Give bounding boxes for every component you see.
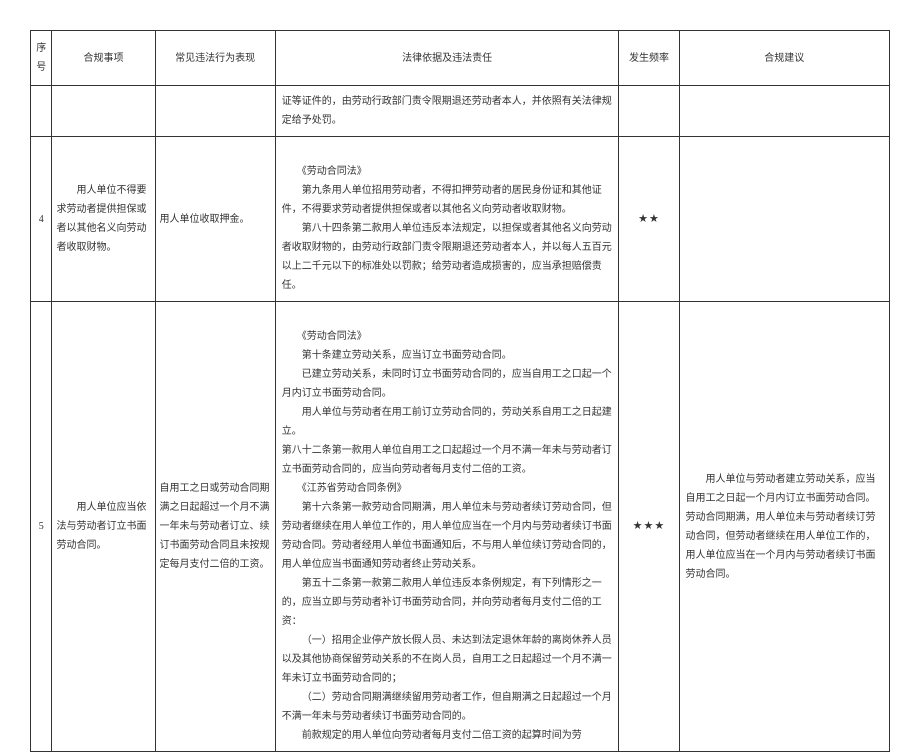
- header-violation: 常见违法行为表现: [155, 31, 275, 86]
- cell-advice: [679, 137, 889, 302]
- header-freq: 发生频率: [619, 31, 679, 86]
- cell-freq: [619, 86, 679, 137]
- legal-para: 第五十二条第一款第二款用人单位违反本条例规定，有下列情形之一的，应当立即与劳动者…: [282, 574, 613, 631]
- legal-para: 第九条用人单位招用劳动者，不得扣押劳动者的居民身份证和其他证件，不得要求劳动者提…: [282, 181, 613, 219]
- legal-para: 第八十四条第二款用人单位违反本法规定，以担保或者其他名义向劳动者收取财物的，由劳…: [282, 219, 613, 295]
- compliance-table: 序号 合规事项 常见违法行为表现 法律依据及违法责任 发生频率 合规建议 证等证…: [30, 30, 890, 752]
- cell-matter: [52, 86, 155, 137]
- legal-para: 用人单位与劳动者在用工前订立劳动合同的，劳动关系自用工之日起建立。: [282, 403, 613, 441]
- header-advice: 合规建议: [679, 31, 889, 86]
- legal-title: 《江苏省劳动合同条例》: [282, 479, 613, 498]
- header-seq: 序号: [31, 31, 52, 86]
- legal-para: 前款规定的用人单位向劳动者每月支付二倍工资的起算时间为劳: [282, 726, 613, 745]
- cell-violation: [155, 86, 275, 137]
- legal-para: 已建立劳动关系，未同时订立书面劳动合同的，应当自用工之口起一个月内订立书面劳动合…: [282, 365, 613, 403]
- table-row-5: 5 用人单位应当依法与劳动者订立书面劳动合同。 自用工之日或劳动合同期满之日起超…: [31, 302, 890, 752]
- legal-para: 第十六条第一款劳动合同期满，用人单位未与劳动者续订劳动合同，但劳动者继续在用人单…: [282, 498, 613, 574]
- cell-advice: [679, 86, 889, 137]
- cell-freq: ★★★: [619, 302, 679, 752]
- table-row-partial: 证等证件的，由劳动行政部门责令限期退还劳动者本人，并依照有关法律规定给予处罚。: [31, 86, 890, 137]
- table-row-4: 4 用人单位不得要求劳动者提供担保或者以其他名义向劳动者收取财物。 用人单位收取…: [31, 137, 890, 302]
- cell-seq: [31, 86, 52, 137]
- cell-matter: 用人单位应当依法与劳动者订立书面劳动合同。: [52, 302, 155, 752]
- cell-violation: 用人单位收取押金。: [155, 137, 275, 302]
- legal-para: 第十条建立劳动关系，应当订立书面劳动合同。: [282, 346, 613, 365]
- cell-seq: 4: [31, 137, 52, 302]
- cell-matter: 用人单位不得要求劳动者提供担保或者以其他名义向劳动者收取财物。: [52, 137, 155, 302]
- cell-legal: 《劳动合同法》 第九条用人单位招用劳动者，不得扣押劳动者的居民身份证和其他证件，…: [275, 137, 619, 302]
- header-matter: 合规事项: [52, 31, 155, 86]
- cell-violation: 自用工之日或劳动合同期满之日起超过一个月不满一年未与劳动者订立、续订书面劳动合同…: [155, 302, 275, 752]
- cell-freq: ★★: [619, 137, 679, 302]
- table-header-row: 序号 合规事项 常见违法行为表现 法律依据及违法责任 发生频率 合规建议: [31, 31, 890, 86]
- legal-title: 《劳动合同法》: [282, 327, 613, 346]
- cell-legal: 《劳动合同法》 第十条建立劳动关系，应当订立书面劳动合同。 已建立劳动关系，未同…: [275, 302, 619, 752]
- cell-advice: 用人单位与劳动者建立劳动关系，应当自用工之日起一个月内订立书面劳动合同。劳动合同…: [679, 302, 889, 752]
- cell-seq: 5: [31, 302, 52, 752]
- legal-para: 第八十二条第一款用人单位自用工之口起超过一个月不满一年未与劳动者订立书面劳动合同…: [282, 445, 612, 475]
- header-legal: 法律依据及违法责任: [275, 31, 619, 86]
- legal-title: 《劳动合同法》: [282, 162, 613, 181]
- cell-legal: 证等证件的，由劳动行政部门责令限期退还劳动者本人，并依照有关法律规定给予处罚。: [275, 86, 619, 137]
- legal-para: （一）招用企业停产放长假人员、未达到法定退休年龄的离岗休养人员以及其他协商保留劳…: [282, 631, 613, 688]
- legal-para: （二）劳动合同期满继续留用劳动者工作，但自期满之日起超过一个月不满一年未与劳动者…: [282, 688, 613, 726]
